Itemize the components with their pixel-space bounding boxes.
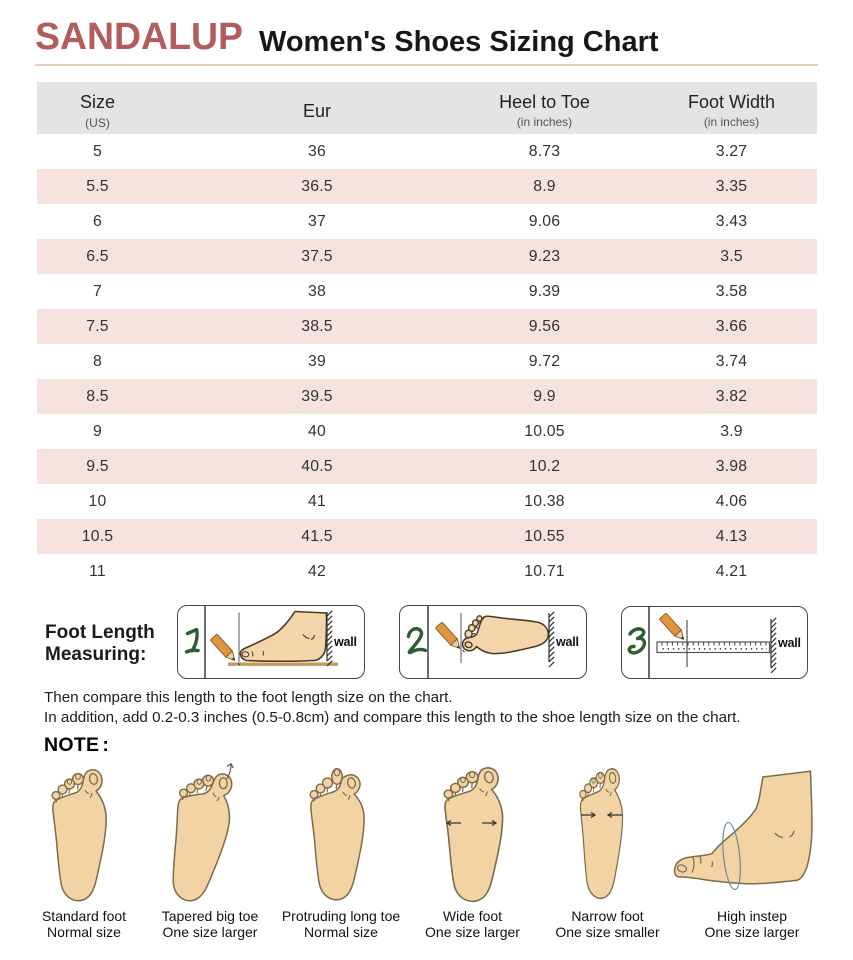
svg-text:wall: wall xyxy=(777,636,801,650)
svg-text:wall: wall xyxy=(333,635,357,649)
svg-text:wall: wall xyxy=(555,635,579,649)
